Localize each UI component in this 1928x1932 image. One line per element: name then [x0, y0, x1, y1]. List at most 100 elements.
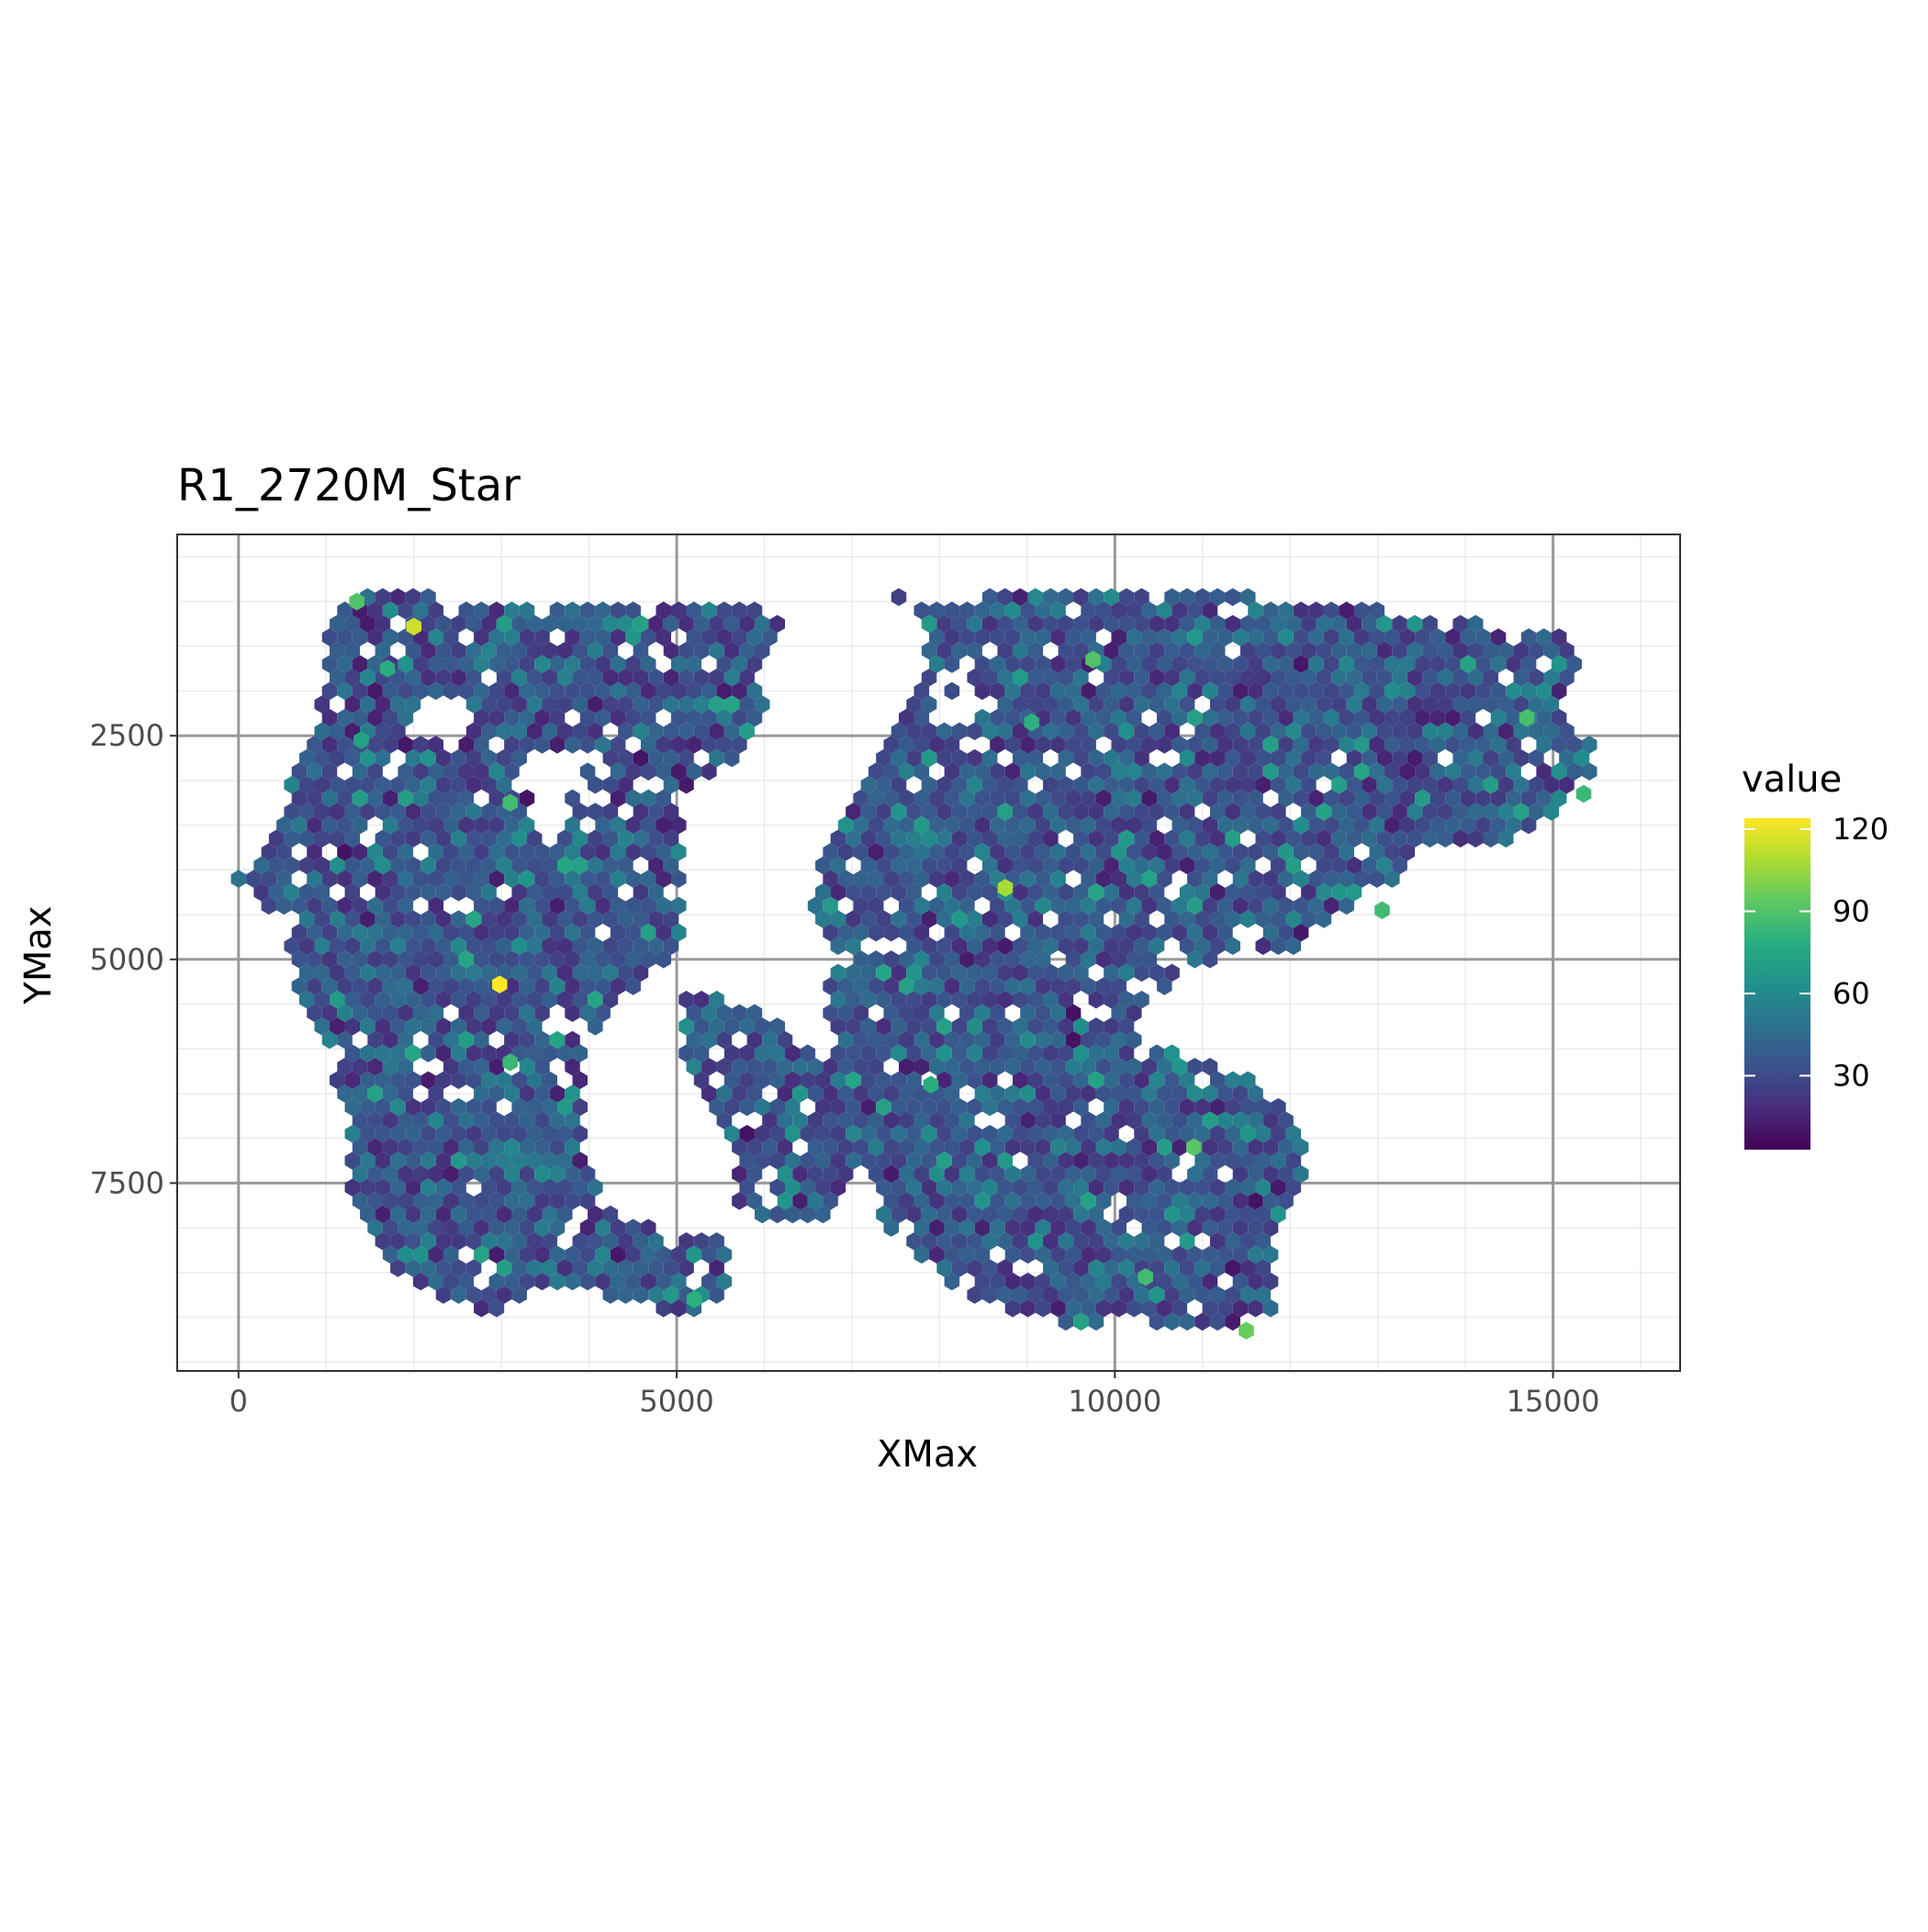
hex-bin	[1239, 748, 1256, 768]
hex-bin	[405, 748, 421, 768]
hex-bin	[1134, 882, 1149, 902]
hex-bin	[1407, 803, 1423, 821]
hex-bin	[337, 1084, 353, 1103]
hex-bin	[1513, 776, 1530, 794]
hex-bin	[1262, 1138, 1279, 1157]
hex-bin	[1353, 601, 1370, 620]
hex-bin	[1232, 1192, 1249, 1210]
hex-bin	[307, 977, 322, 995]
hex-bin	[906, 937, 922, 955]
hex-bin	[732, 1084, 747, 1103]
hex-bin	[572, 1231, 588, 1251]
hex-bin	[1126, 1272, 1142, 1291]
hex-bin	[488, 1192, 505, 1210]
hex-bin	[1209, 722, 1226, 741]
hex-bin	[382, 896, 398, 915]
hex-bin	[557, 722, 573, 741]
hex-bin	[1293, 736, 1309, 754]
hex-bin	[496, 856, 512, 875]
hex-bin	[686, 736, 702, 754]
hex-bin	[1415, 655, 1430, 674]
hex-bin	[914, 1138, 930, 1157]
hex-bin	[1073, 588, 1089, 606]
hex-bin	[815, 1125, 831, 1143]
hex-bin	[588, 910, 603, 928]
hex-bin	[1118, 668, 1135, 687]
hex-bin	[474, 950, 489, 969]
hex-bin	[465, 829, 482, 848]
hex-bin	[868, 950, 884, 969]
hex-bin	[398, 1057, 413, 1076]
hex-bin	[451, 1231, 466, 1251]
hex-bin	[504, 896, 520, 915]
hex-bin	[1536, 762, 1552, 781]
hex-bin	[1118, 776, 1135, 794]
hex-bin	[1551, 628, 1567, 646]
hex-bin	[618, 1231, 633, 1251]
hex-bin	[1104, 1071, 1119, 1090]
hex-bin	[1225, 1286, 1240, 1304]
hex-bin	[1513, 641, 1530, 660]
hex-bin	[800, 1044, 816, 1062]
hex-bin	[959, 628, 975, 646]
hex-bin	[815, 1205, 831, 1224]
hex-bin	[595, 950, 611, 969]
hex-bin	[990, 843, 1005, 861]
hex-bin	[412, 977, 429, 995]
hex-bin	[1271, 882, 1286, 902]
hex-bin	[860, 856, 877, 875]
hex-bin	[572, 1259, 588, 1277]
hex-bin	[344, 641, 361, 660]
hex-bin	[1255, 1259, 1272, 1277]
hex-bin	[1126, 1138, 1142, 1157]
hex-bin	[443, 789, 459, 808]
hex-bin	[663, 829, 679, 848]
hex-bin	[716, 1057, 733, 1076]
hex-bin	[944, 1192, 960, 1210]
hex-bin	[1111, 1245, 1127, 1264]
hex-bin	[830, 990, 846, 1009]
hex-bin	[1164, 803, 1180, 821]
hex-bin	[1217, 681, 1233, 701]
hex-bin	[314, 803, 331, 821]
hex-bin	[579, 708, 596, 727]
hex-bin	[398, 923, 413, 942]
hex-bin	[777, 1192, 793, 1210]
hex-bin	[876, 990, 891, 1009]
hex-bin	[572, 1125, 588, 1143]
hex-bin	[732, 1004, 747, 1023]
hex-bin	[936, 910, 952, 928]
hex-bin	[1088, 1017, 1104, 1036]
hex-bin	[352, 977, 368, 995]
hex-bin	[451, 856, 466, 875]
hex-bin	[974, 1192, 991, 1210]
hex-bin	[511, 668, 527, 687]
hex-bin	[754, 1071, 770, 1090]
hex-bin	[504, 843, 520, 861]
hex-bin	[542, 1151, 557, 1170]
hex-bin	[981, 963, 998, 983]
hex-bin	[1035, 1245, 1051, 1264]
hex-bin	[1248, 1164, 1263, 1184]
hex-bin	[678, 614, 694, 634]
hex-bin	[352, 1057, 368, 1076]
hex-bin	[823, 870, 838, 888]
y-axis-title: YMax	[17, 905, 60, 1005]
hex-bin	[1095, 1299, 1112, 1318]
hex-bin	[1157, 923, 1172, 942]
hex-bin	[443, 1164, 459, 1184]
hex-bin	[1339, 843, 1354, 861]
hex-bin	[360, 1125, 376, 1143]
hex-bin	[1104, 641, 1119, 660]
hex-bin	[1027, 829, 1044, 848]
hex-bin	[428, 681, 444, 701]
hex-bin	[1323, 736, 1340, 754]
hex-bin	[1392, 722, 1407, 741]
hex-bin	[1209, 1259, 1226, 1277]
hex-bin	[451, 963, 466, 983]
hex-bin	[746, 628, 763, 646]
hex-bin	[1209, 588, 1226, 606]
hex-bin	[914, 1057, 930, 1076]
hex-bin	[474, 923, 489, 942]
hex-bin	[565, 1057, 580, 1076]
